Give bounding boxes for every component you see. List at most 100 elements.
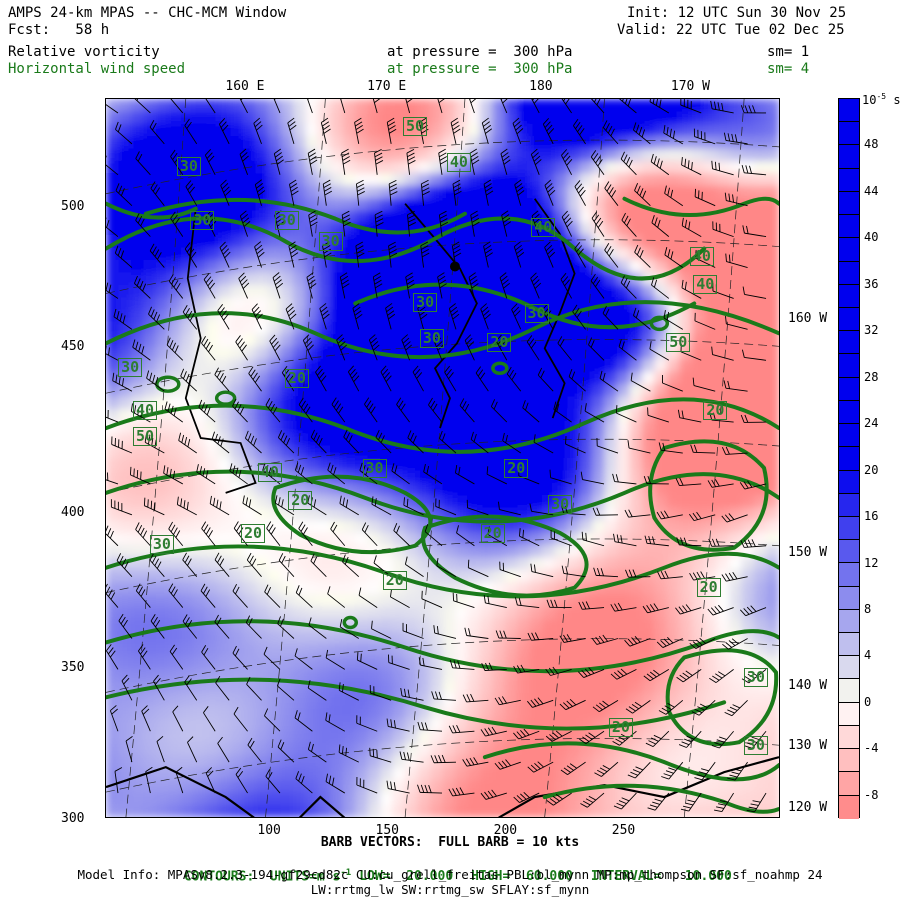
colorbar-cell (839, 354, 859, 378)
contour-label: 50 (403, 117, 428, 136)
left-axis-tick: 400 (61, 505, 85, 520)
colorbar-cell (839, 400, 859, 425)
contour-label: 30 (413, 293, 438, 313)
colorbar-cell (839, 586, 859, 610)
bottom-axis-tick: 200 (493, 823, 518, 838)
contour-label: 30 (274, 210, 299, 230)
colorbar-unit-mantissa: 10 (862, 93, 877, 107)
colorbar-cell (839, 215, 859, 239)
init-time: Init: 12 UTC Sun 30 Nov 25 (627, 5, 847, 21)
bottom-axis-tick: 100 (257, 823, 281, 838)
colorbar-cell (839, 424, 859, 448)
contour-label: 20 (288, 491, 313, 511)
contour-low: LOW= 20.000 (359, 869, 454, 885)
colorbar-tick-label: 32 (864, 323, 879, 338)
colorbar-cell (839, 191, 859, 216)
colorbar-cell (839, 238, 859, 262)
colorbar-cell (839, 795, 859, 819)
model-info-line-2: LW:rrtmg_lw SW:rrtmg_sw SFLAY:sf_mynn (310, 882, 590, 897)
colorbar-cell (839, 307, 859, 332)
contour-label: 40 (693, 275, 718, 295)
colorbar-cell (839, 377, 859, 401)
forecast-hour: Fcst: 58 h (8, 22, 110, 38)
colorbar-cell (839, 284, 859, 308)
contour-legend: CONTOURS: UNITS=m s-1 LOW= 20.000 HIGH= 60… (0, 852, 900, 884)
contour-label: 40 (133, 401, 158, 421)
colorbar-cell (839, 470, 859, 494)
colorbar-cell (839, 772, 859, 796)
colorbar-unit-exp1: -5 (876, 92, 887, 101)
right-axis-tick: 120 W (788, 800, 828, 816)
contour-label: 30 (362, 459, 387, 478)
contour-label: 20 (504, 459, 529, 478)
right-axis-tick: 150 W (788, 544, 828, 560)
colorbar-cell (839, 447, 859, 471)
contour-field-level: at pressure = 300 hPa (387, 61, 573, 77)
contour-label: 20 (696, 577, 721, 597)
colorbar[interactable] (838, 98, 860, 819)
map-overlay (106, 99, 779, 817)
contour-label: 30 (318, 232, 343, 252)
contour-label: 30 (149, 534, 174, 554)
colorbar-tick-label: 4 (864, 648, 872, 663)
contour-label: 30 (548, 495, 573, 514)
top-axis-tick: 170 E (367, 79, 407, 94)
colorbar-cell (839, 99, 859, 123)
colorbar-cell (839, 679, 859, 703)
colorbar-tick-label: 28 (864, 369, 879, 384)
colorbar-cell (839, 656, 859, 680)
colorbar-unit-s: s (886, 93, 900, 107)
contour-label: 30 (176, 156, 201, 176)
colorbar-tick-label: -8 (864, 787, 879, 802)
colorbar-cell (839, 725, 859, 750)
colorbar-tick-label: 48 (864, 137, 879, 152)
right-axis-tick: 140 W (788, 677, 828, 693)
contour-field-name: Horizontal wind speed (8, 61, 186, 77)
contour-label: 20 (480, 523, 505, 543)
colorbar-cell (839, 145, 859, 169)
colorbar-cell (839, 563, 859, 587)
map-plot-area[interactable]: 50 40 30 30 30 30 40 40 30 40 30 30 20 50 30 20 40 50 20 40… (105, 98, 780, 818)
contour-label: 20 (703, 401, 728, 421)
colorbar-tick-label: 8 (864, 601, 872, 616)
colorbar-tick-label: 16 (864, 509, 879, 524)
right-axis-tick: 130 W (788, 737, 828, 753)
chart-title: AMPS 24-km MPAS -- CHC-MCM Window (8, 5, 287, 21)
contour-label: 40 (531, 217, 556, 237)
contour-label: 30 (743, 736, 768, 756)
colorbar-tick-label: 24 (864, 416, 879, 431)
top-axis-tick: 170 W (670, 79, 711, 94)
left-axis-tick: 350 (61, 659, 85, 675)
shaded-field-level: at pressure = 300 hPa (387, 44, 573, 60)
colorbar-cell (839, 540, 859, 564)
contour-label: 20 (241, 523, 266, 543)
colorbar-cell (839, 749, 859, 773)
colorbar-tick-label: -4 (864, 741, 879, 756)
colorbar-cell (839, 633, 859, 657)
contour-label: 30 (190, 210, 215, 230)
contour-label: 20 (608, 718, 633, 738)
shaded-field-name: Relative vorticity (8, 44, 160, 60)
contour-label: 30 (524, 304, 549, 324)
colorbar-tick-label: 40 (864, 230, 879, 245)
colorbar-cell (839, 493, 859, 517)
colorbar-cell (839, 122, 859, 146)
bottom-axis-tick: 250 (611, 823, 636, 838)
contour-label: 50 (133, 426, 158, 446)
left-axis-tick: 300 (61, 811, 85, 826)
contour-label: 40 (257, 462, 282, 482)
bottom-axis-tick: 150 (375, 823, 399, 838)
left-axis-tick: 500 (61, 199, 85, 214)
colorbar-tick-label: 44 (864, 183, 879, 198)
contour-units-label: CONTOURS: UNITS=m s (183, 869, 341, 885)
contour-label: 30 (118, 358, 143, 378)
contour-label: 20 (382, 570, 407, 590)
contour-label: 40 (446, 153, 471, 172)
contour-label: 20 (284, 369, 309, 388)
contour-units-exponent: -1 (340, 868, 352, 878)
shaded-field-smoothing: sm= 1 (767, 44, 810, 60)
colorbar-cell (839, 168, 859, 192)
colorbar-cell (839, 609, 859, 634)
contour-field-smoothing: sm= 4 (767, 61, 810, 77)
contour-label: 20 (487, 333, 512, 352)
